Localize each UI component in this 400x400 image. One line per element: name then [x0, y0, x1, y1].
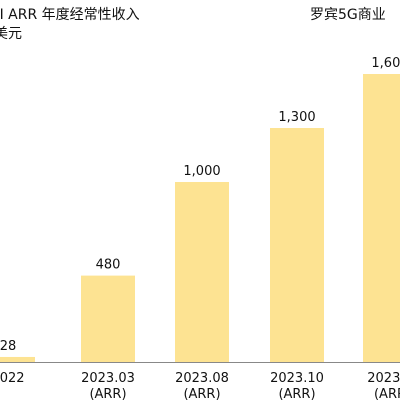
x-tick-label-4-1: (ARR [374, 387, 400, 400]
bar-3 [270, 128, 324, 362]
bar-1 [81, 275, 135, 362]
value-label-3: 1,300 [278, 110, 315, 125]
x-tick-label-1-0: 2023.03 [81, 371, 135, 386]
value-label-1: 480 [96, 258, 121, 273]
value-label-2: 1,000 [183, 164, 220, 179]
x-tick-label-3-0: 2023.10 [270, 371, 324, 386]
x-tick-label-2-1: (ARR) [183, 387, 220, 400]
source-label: 罗宾5G商业 [310, 7, 386, 23]
value-label-4: 1,600 [371, 56, 400, 71]
x-tick-label-1-1: (ARR) [89, 387, 126, 400]
x-tick-labels-group: 20222023.03(ARR)2023.08(ARR)2023.10(ARR)… [0, 371, 400, 400]
x-tick-label-2-0: 2023.08 [175, 371, 229, 386]
bar-2 [175, 182, 229, 362]
x-tick-label-4-0: 2023.1 [367, 371, 400, 386]
x-tick-label-3-1: (ARR) [278, 387, 315, 400]
x-tick-label-0-0: 2022 [0, 371, 25, 386]
value-labels-group: 28 480 1,000 1,300 1,600 [0, 56, 400, 354]
bar-0 [0, 356, 35, 362]
bar-4 [363, 74, 400, 362]
value-label-0: 28 [0, 339, 16, 354]
chart-title: AI ARR 年度经常性收入 [0, 7, 140, 23]
bars-group [0, 74, 400, 362]
unit-label: 美元 [0, 26, 22, 42]
